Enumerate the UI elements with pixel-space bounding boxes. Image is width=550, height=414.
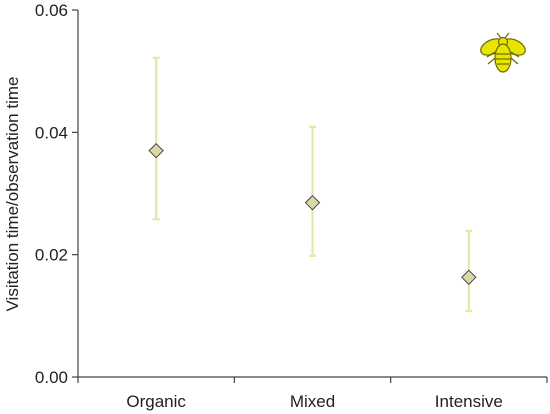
y-axis-title: Visitation time/observation time xyxy=(3,77,22,312)
y-tick-label: 0.06 xyxy=(35,1,68,20)
error-bars xyxy=(152,56,473,313)
y-tick-label: 0.04 xyxy=(35,123,68,142)
y-tick-label: 0.02 xyxy=(35,246,68,265)
y-tick-label: 0.00 xyxy=(35,368,68,387)
x-tick-label: Organic xyxy=(126,392,186,411)
data-point-marker xyxy=(148,142,164,159)
x-ticks: Organic Mixed Intensive xyxy=(77,377,548,411)
x-tick-label: Intensive xyxy=(435,392,503,411)
x-tick-label: Mixed xyxy=(290,392,335,411)
bee-icon xyxy=(480,32,526,73)
data-point-marker xyxy=(304,194,321,211)
axes xyxy=(77,10,547,378)
data-point-marker xyxy=(461,269,477,286)
y-ticks: 0.00 0.02 0.04 0.06 xyxy=(35,1,78,387)
data-points xyxy=(148,142,477,286)
